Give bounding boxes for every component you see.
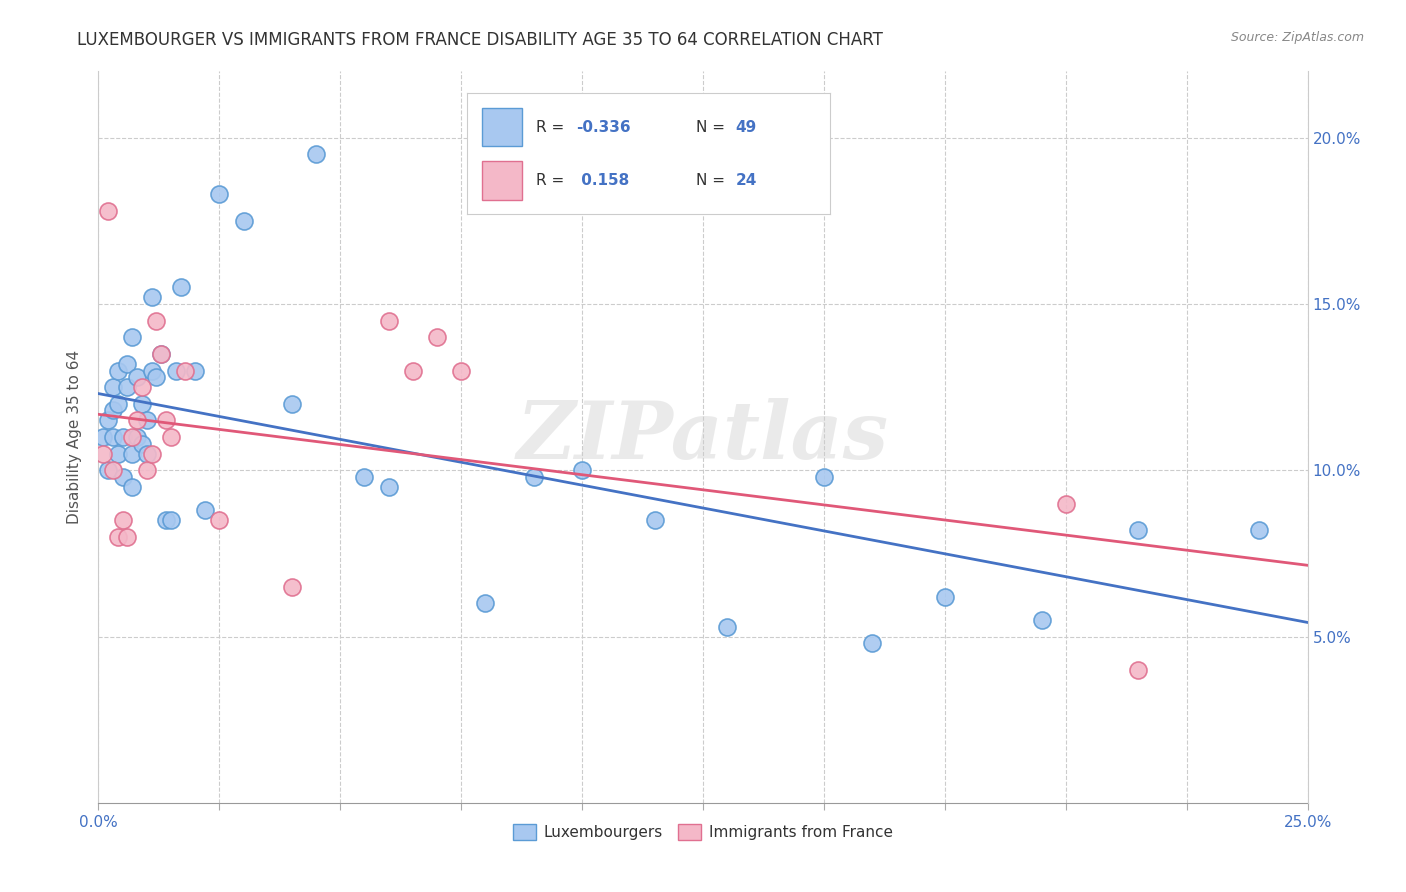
Point: [194, 503, 217, 517]
Point: [934, 590, 956, 604]
Point: [121, 480, 143, 494]
Point: [160, 430, 183, 444]
Text: Source: ZipAtlas.com: Source: ZipAtlas.com: [1230, 31, 1364, 45]
Point: [208, 187, 231, 202]
Point: [155, 513, 177, 527]
Point: [716, 619, 738, 633]
Point: [813, 470, 835, 484]
Point: [107, 363, 129, 377]
Point: [150, 347, 173, 361]
Point: [135, 413, 157, 427]
Point: [305, 147, 328, 161]
Point: [141, 363, 163, 377]
Point: [121, 430, 143, 444]
Point: [141, 290, 163, 304]
Y-axis label: Disability Age 35 to 64: Disability Age 35 to 64: [67, 350, 83, 524]
Point: [402, 363, 425, 377]
Point: [145, 370, 167, 384]
Point: [141, 447, 163, 461]
Point: [523, 470, 546, 484]
Point: [107, 447, 129, 461]
Point: [97, 463, 120, 477]
Point: [474, 596, 496, 610]
Point: [377, 314, 399, 328]
Point: [160, 513, 183, 527]
Point: [860, 636, 883, 650]
Point: [1128, 663, 1150, 677]
Point: [135, 447, 157, 461]
Point: [111, 470, 134, 484]
Point: [281, 397, 304, 411]
Point: [145, 314, 167, 328]
Text: ZIPatlas: ZIPatlas: [517, 399, 889, 475]
Point: [353, 470, 375, 484]
Point: [127, 413, 149, 427]
Point: [107, 530, 129, 544]
Point: [97, 413, 120, 427]
Point: [117, 530, 139, 544]
Point: [91, 447, 114, 461]
Point: [91, 430, 114, 444]
Point: [101, 430, 124, 444]
Point: [174, 363, 197, 377]
Point: [101, 463, 124, 477]
Point: [121, 447, 143, 461]
Legend: Luxembourgers, Immigrants from France: Luxembourgers, Immigrants from France: [508, 818, 898, 847]
Point: [426, 330, 449, 344]
Point: [111, 513, 134, 527]
Point: [1031, 613, 1053, 627]
Point: [155, 413, 177, 427]
Point: [150, 347, 173, 361]
Point: [644, 513, 666, 527]
Point: [127, 430, 149, 444]
Point: [377, 480, 399, 494]
Point: [135, 463, 157, 477]
Point: [281, 580, 304, 594]
Point: [232, 214, 254, 228]
Point: [165, 363, 187, 377]
Point: [107, 397, 129, 411]
Point: [97, 204, 120, 219]
Point: [117, 380, 139, 394]
Point: [111, 430, 134, 444]
Point: [131, 380, 153, 394]
Point: [127, 370, 149, 384]
Text: LUXEMBOURGER VS IMMIGRANTS FROM FRANCE DISABILITY AGE 35 TO 64 CORRELATION CHART: LUXEMBOURGER VS IMMIGRANTS FROM FRANCE D…: [77, 31, 883, 49]
Point: [1249, 523, 1271, 537]
Point: [169, 280, 191, 294]
Point: [117, 357, 139, 371]
Point: [450, 363, 472, 377]
Point: [1054, 497, 1077, 511]
Point: [208, 513, 231, 527]
Point: [184, 363, 207, 377]
Point: [121, 330, 143, 344]
Point: [571, 463, 593, 477]
Point: [131, 436, 153, 450]
Point: [101, 380, 124, 394]
Point: [101, 403, 124, 417]
Point: [131, 397, 153, 411]
Point: [1128, 523, 1150, 537]
